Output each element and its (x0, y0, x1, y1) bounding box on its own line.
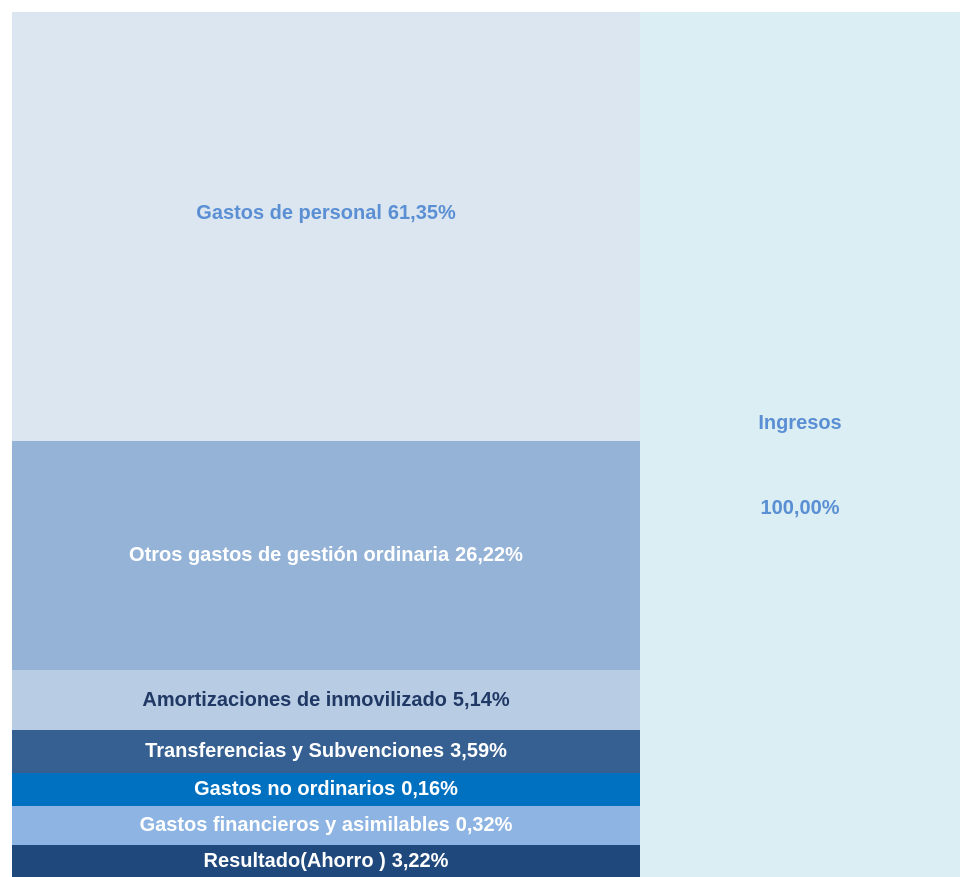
block-value: 3,22% (391, 849, 449, 872)
block-name: Gastos no ordinarios (194, 778, 396, 800)
block-value: 5,14% (452, 688, 510, 711)
block: Gastos financieros y asimilables 0,32% (12, 806, 640, 845)
block: Resultado(Ahorro ) 3,22% (12, 845, 640, 877)
block-name: Gastos de personal (196, 202, 382, 224)
block-value: 61,35% (387, 202, 456, 224)
income-column: Ingresos 100,00% (640, 12, 960, 877)
block-name: Transferencias y Subvenciones (145, 740, 445, 762)
block-name: Gastos financieros y asimilables (139, 814, 450, 836)
block-value: 0,16% (401, 778, 458, 800)
block: Amortizaciones de inmovilizado 5,14% (12, 670, 640, 730)
block: Gastos de personal 61,35% (12, 12, 640, 441)
block-value: 26,22% (455, 544, 523, 566)
block: Gastos no ordinarios 0,16% (12, 773, 640, 806)
income-value: 100,00% (760, 497, 840, 519)
income-name: Ingresos (758, 412, 842, 434)
block-value: 3,59% (450, 740, 507, 762)
block-value: 0,32% (455, 814, 513, 836)
block: Otros gastos de gestión ordinaria 26,22% (12, 441, 640, 670)
block-name: Resultado(Ahorro ) (203, 849, 386, 872)
block-name: Amortizaciones de inmovilizado (142, 688, 447, 711)
expenses-column: Gastos de personal 61,35% Otros gastos de… (12, 12, 640, 877)
block-name: Otros gastos de gestión ordinaria (129, 544, 450, 566)
block: Transferencias y Subvenciones 3,59% (12, 730, 640, 773)
